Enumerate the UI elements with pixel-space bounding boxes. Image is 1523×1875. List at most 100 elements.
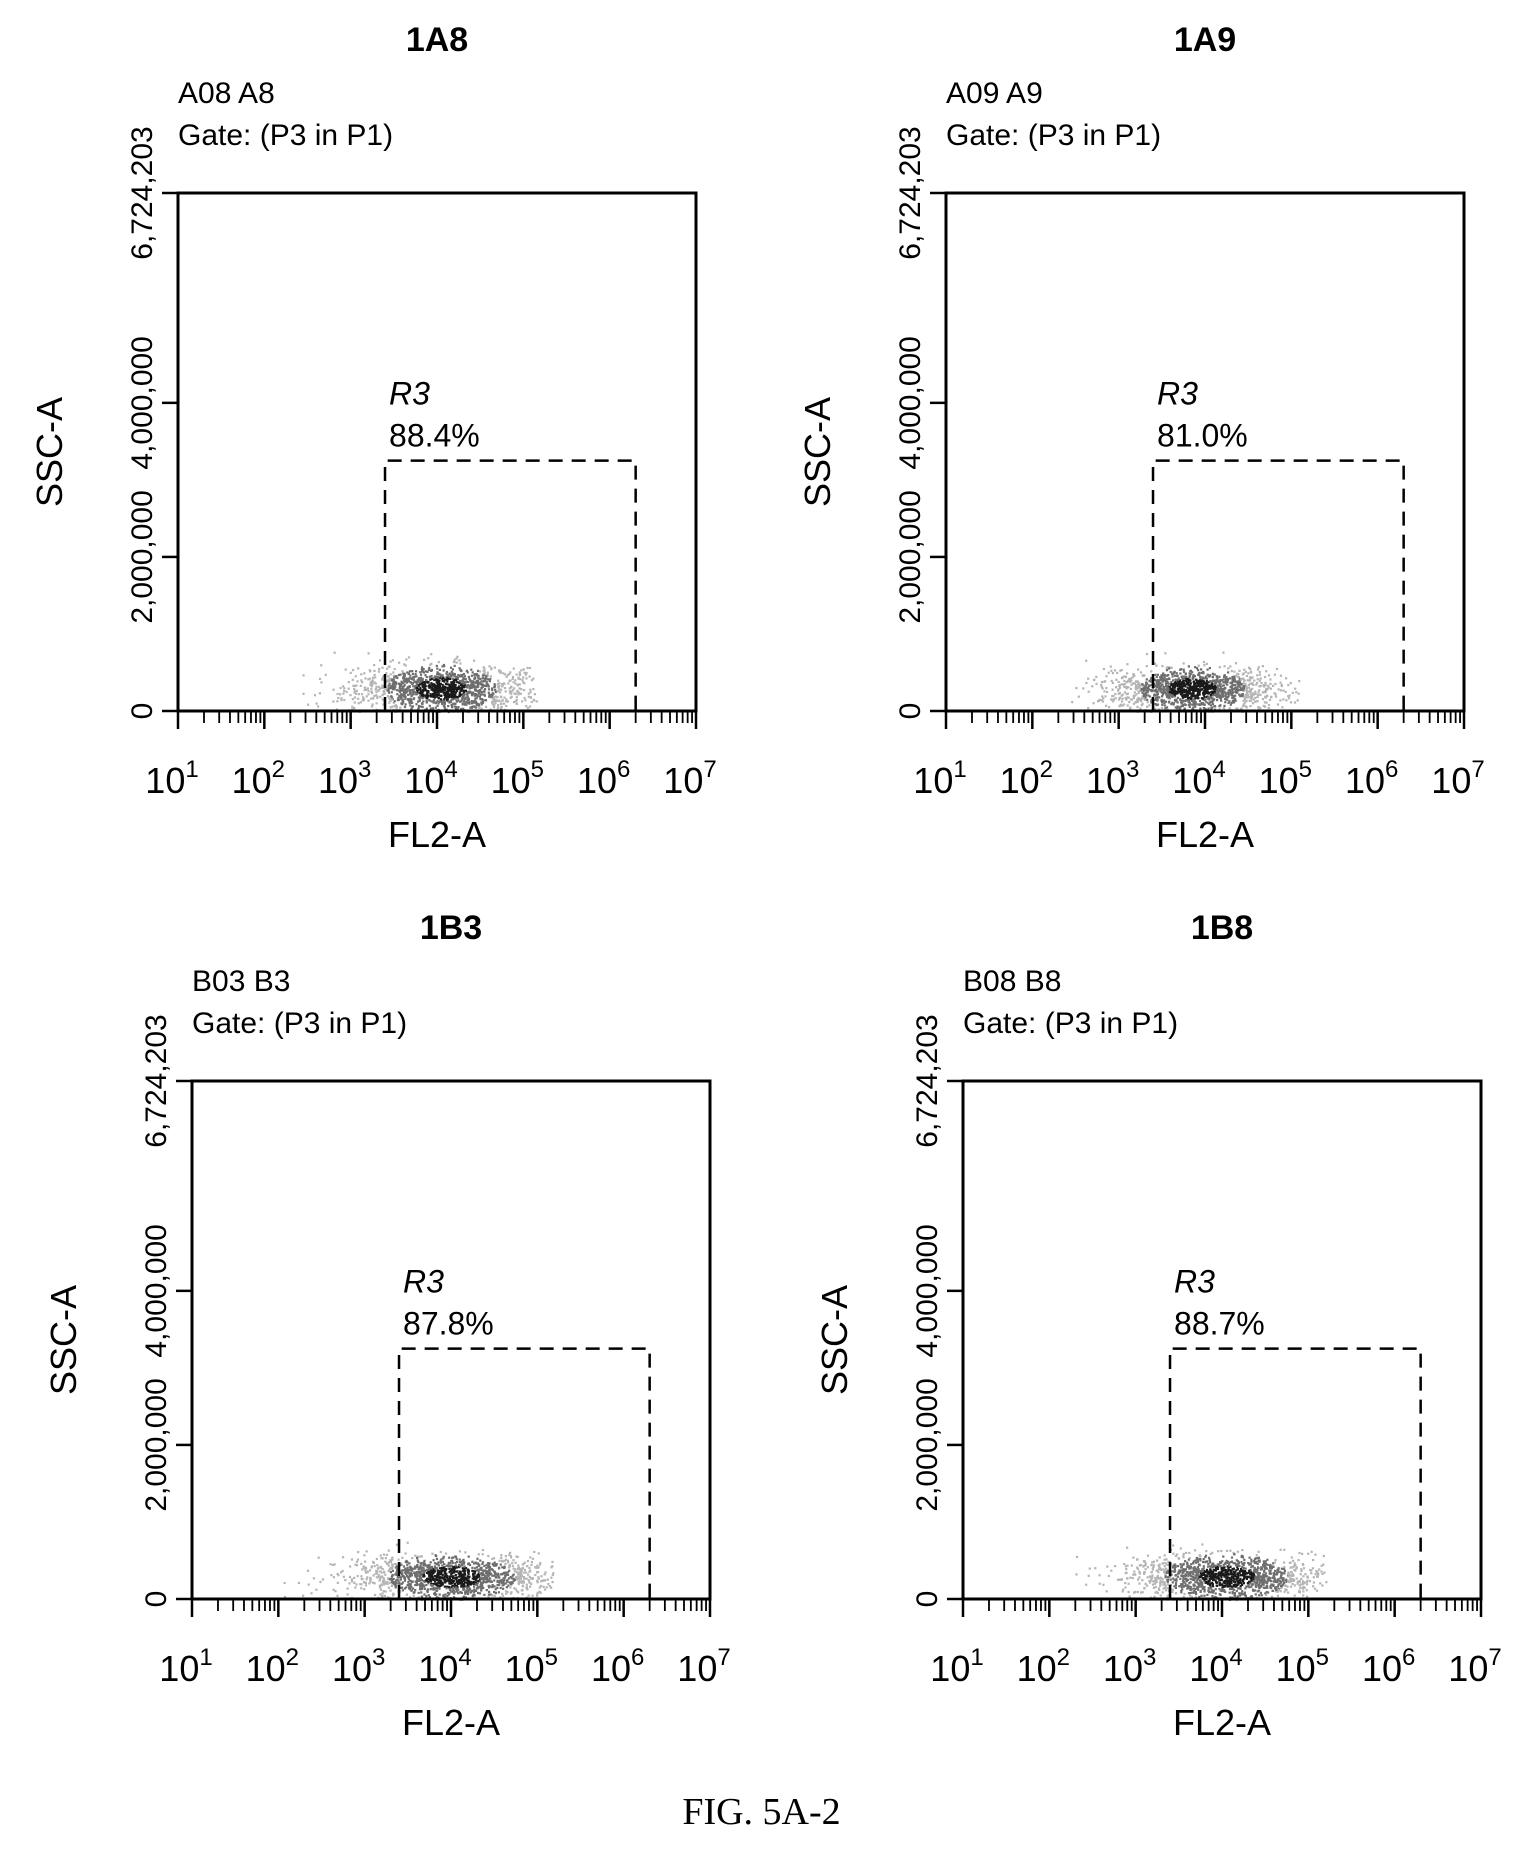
population-event: [436, 1582, 439, 1585]
y-tick-label: 2,000,000: [894, 490, 927, 623]
population-event: [350, 1580, 354, 1583]
population-event: [1179, 1570, 1182, 1573]
population-event: [1206, 1593, 1209, 1596]
population-event: [360, 1575, 363, 1578]
population-event: [422, 685, 425, 688]
population-event: [414, 1554, 417, 1557]
population-event: [403, 692, 406, 695]
population-event: [487, 688, 491, 691]
population-event: [519, 1568, 522, 1571]
population-event: [1166, 695, 1169, 698]
population-event: [1229, 681, 1232, 684]
population-event: [1249, 688, 1252, 691]
population-event: [396, 1567, 399, 1570]
population-event: [447, 705, 450, 708]
population-event: [1249, 699, 1252, 702]
population-event: [343, 687, 346, 690]
population-event: [1153, 662, 1157, 665]
population-event: [1226, 680, 1229, 684]
population-event: [479, 1559, 482, 1562]
population-event: [409, 1572, 412, 1575]
population-event: [475, 703, 478, 707]
population-event: [404, 695, 407, 698]
population-event: [1146, 686, 1150, 689]
population-event: [388, 697, 391, 700]
population-event: [1087, 677, 1090, 680]
population-event: [440, 1573, 443, 1576]
population-event: [464, 1591, 467, 1594]
population-event: [1204, 688, 1207, 691]
population-event: [1236, 690, 1239, 693]
population-event: [1259, 685, 1262, 688]
population-event: [392, 674, 395, 677]
population-event: [420, 1562, 423, 1565]
population-event: [1239, 1574, 1242, 1577]
population-event: [1191, 703, 1194, 706]
population-event: [1274, 1590, 1277, 1593]
population-event: [1240, 1569, 1243, 1573]
population-event: [407, 1577, 410, 1580]
population-event: [302, 674, 305, 677]
population-event: [405, 690, 408, 693]
population-event: [1168, 677, 1171, 680]
population-event: [1221, 1583, 1224, 1586]
population-event: [438, 1585, 441, 1588]
population-event: [435, 1596, 438, 1599]
population-event: [394, 1573, 397, 1576]
population-event: [1248, 690, 1251, 693]
population-event: [471, 682, 474, 685]
population-event: [445, 686, 448, 689]
population-event: [383, 1579, 386, 1582]
population-event: [391, 678, 394, 681]
population-event: [403, 1577, 406, 1580]
population-event: [537, 1552, 540, 1555]
population-event: [1188, 1551, 1191, 1555]
population-event: [435, 691, 438, 694]
population-event: [1156, 684, 1159, 687]
population-event: [1155, 679, 1158, 682]
population-event: [384, 1590, 387, 1593]
population-event: [1146, 701, 1149, 704]
population-event: [413, 1572, 416, 1575]
population-event: [1249, 693, 1252, 696]
population-event: [375, 1569, 378, 1572]
population-event: [1241, 1570, 1244, 1574]
population-event: [1215, 680, 1218, 683]
population-event: [430, 1576, 433, 1579]
population-event: [1180, 700, 1183, 703]
population-event: [398, 686, 401, 689]
population-event: [459, 674, 463, 677]
population-event: [535, 1594, 539, 1597]
population-event: [483, 689, 486, 692]
population-event: [1227, 695, 1230, 699]
population-event: [475, 693, 478, 696]
population-event: [510, 1556, 513, 1559]
population-event: [521, 1593, 524, 1596]
population-event: [351, 708, 354, 711]
population-event: [395, 1565, 398, 1568]
population-event: [1140, 700, 1143, 703]
population-event: [479, 1586, 482, 1589]
population-event: [1219, 682, 1222, 685]
population-event: [1218, 666, 1221, 669]
population-event: [503, 1576, 506, 1579]
population-event: [467, 1592, 470, 1596]
population-event: [385, 1582, 388, 1585]
population-event: [1144, 1563, 1147, 1567]
population-event: [392, 671, 395, 674]
population-event: [427, 668, 430, 671]
population-event: [395, 1572, 398, 1575]
x-tick-label: 104: [418, 1644, 471, 1689]
population-event: [530, 1560, 533, 1564]
population-event: [1179, 692, 1182, 695]
population-event: [1184, 1560, 1187, 1563]
population-event: [472, 700, 475, 703]
gate-r3-rectangle: [397, 1347, 651, 1599]
population-event: [1132, 682, 1135, 685]
population-event: [1256, 668, 1260, 671]
population-event: [401, 670, 404, 673]
population-event: [1150, 699, 1153, 702]
population-event: [400, 1582, 403, 1585]
population-event: [530, 700, 533, 704]
